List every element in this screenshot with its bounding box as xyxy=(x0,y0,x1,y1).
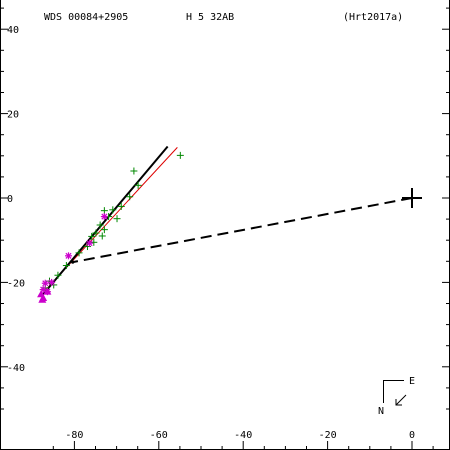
plus-marker-point xyxy=(130,167,138,175)
plus-marker-point xyxy=(62,262,70,270)
y-tick-label: 40 xyxy=(7,25,19,36)
line-of-nodes-dashed xyxy=(72,197,413,264)
plus-marker-point xyxy=(117,202,125,210)
asterisk-marker-point xyxy=(64,252,72,260)
triangle-marker-point xyxy=(37,290,46,298)
plus-marker-point xyxy=(176,151,184,159)
asterisk-marker-point xyxy=(48,278,56,286)
y-tick-label: 0 xyxy=(7,194,13,205)
asterisk-marker-point xyxy=(86,239,94,247)
compass-motion-arrow xyxy=(395,394,407,406)
y-tick-label: -20 xyxy=(7,278,25,289)
asterisk-stroke xyxy=(48,279,55,286)
compass-north-label: N xyxy=(378,406,384,417)
x-tick-label: -60 xyxy=(150,430,168,441)
triangle-marker-point xyxy=(43,287,52,295)
x-tick-label: -40 xyxy=(234,430,252,441)
primary-star-marker xyxy=(402,188,422,208)
periastron-point xyxy=(71,260,75,264)
y-tick-label: 20 xyxy=(7,110,19,121)
x-tick-label: -20 xyxy=(319,430,337,441)
asterisk-stroke xyxy=(42,280,49,287)
plus-marker-point xyxy=(96,221,104,229)
plus-marker-point xyxy=(113,215,121,223)
plus-marker-point xyxy=(75,249,83,257)
axes: 40 20 0 -20 -40 -80 -60 -40 -20 0 xyxy=(0,7,450,450)
y-tick-label: -40 xyxy=(7,363,25,374)
star-designation: WDS 00084+2905 xyxy=(44,12,128,23)
plus-marker-point xyxy=(88,232,96,240)
compass: E N xyxy=(378,376,415,417)
plus-marker-point xyxy=(92,229,100,237)
compass-arrowhead xyxy=(395,399,402,406)
asterisk-stroke xyxy=(86,240,93,247)
plus-marker-point xyxy=(126,193,134,201)
asterisk-stroke xyxy=(101,213,108,220)
plus-marker-point xyxy=(54,271,62,279)
plus-marker-point xyxy=(109,206,117,214)
asterisk-marker-point xyxy=(100,213,108,221)
plus-marker-point xyxy=(100,207,108,215)
orbit-line xyxy=(40,145,169,298)
plus-marker-point xyxy=(134,181,142,189)
compass-east-label: E xyxy=(409,376,415,387)
x-tick-label: 0 xyxy=(409,430,415,441)
asterisk-stroke xyxy=(65,252,72,259)
plus-marker-point xyxy=(90,238,98,246)
plus-marker-point xyxy=(100,226,108,234)
plus-marker-point xyxy=(98,232,106,240)
triangle-marker-point xyxy=(38,295,47,303)
discoverer-code: H 5 32AB xyxy=(186,12,234,23)
asterisk-marker-point xyxy=(41,279,49,287)
data-marks xyxy=(37,145,422,303)
x-tick-label: -80 xyxy=(65,430,83,441)
orbit-reference: (Hrt2017a) xyxy=(343,12,403,23)
